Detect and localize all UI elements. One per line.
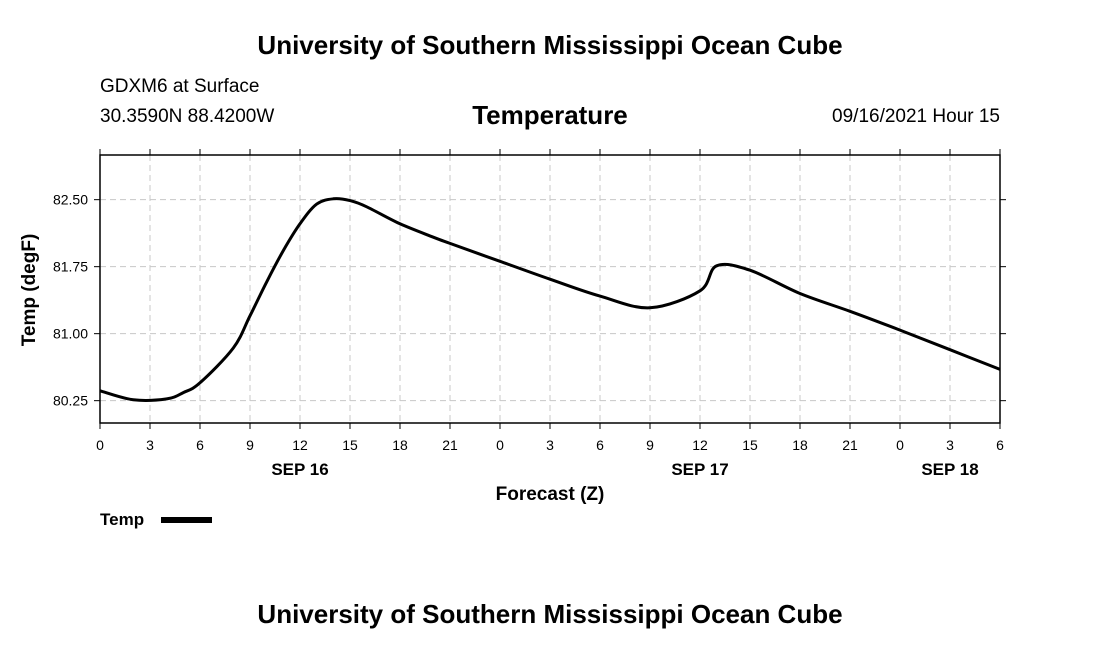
x-date-label: SEP 17 bbox=[671, 460, 728, 479]
x-tick-label: 6 bbox=[996, 437, 1004, 453]
series-line-temp bbox=[99, 197, 1001, 402]
chart-title: Temperature bbox=[472, 100, 628, 130]
x-tick-label: 21 bbox=[842, 437, 858, 453]
page-title: University of Southern Mississippi Ocean… bbox=[257, 30, 843, 60]
station-label: GDXM6 at Surface bbox=[100, 76, 260, 97]
x-tick-label: 15 bbox=[342, 437, 358, 453]
x-axis-label: Forecast (Z) bbox=[496, 484, 605, 505]
x-tick-label: 3 bbox=[946, 437, 954, 453]
legend-label: Temp bbox=[100, 510, 144, 529]
y-tick-label: 81.75 bbox=[53, 259, 88, 275]
x-tick-label: 6 bbox=[196, 437, 204, 453]
y-tick-label: 82.50 bbox=[53, 192, 88, 208]
x-tick-label: 18 bbox=[392, 437, 408, 453]
y-axis: 80.25 81.00 81.75 82.50 bbox=[53, 192, 1006, 409]
coordinates-label: 30.3590N 88.4200W bbox=[100, 106, 275, 127]
y-tick-label: 81.00 bbox=[53, 326, 88, 342]
x-tick-label: 0 bbox=[496, 437, 504, 453]
forecast-date-label: 09/16/2021 Hour 15 bbox=[832, 106, 1000, 127]
x-date-label: SEP 16 bbox=[271, 460, 328, 479]
x-tick-label: 3 bbox=[146, 437, 154, 453]
x-axis: 0 3 6 9 12 15 18 21 0 3 6 9 12 15 18 21 0 3 6 SEP 16 SEP 17 S… bbox=[96, 149, 1004, 479]
x-tick-label: 0 bbox=[96, 437, 104, 453]
x-tick-label: 15 bbox=[742, 437, 758, 453]
x-tick-label: 12 bbox=[292, 437, 308, 453]
x-tick-label: 21 bbox=[442, 437, 458, 453]
x-date-label: SEP 18 bbox=[921, 460, 978, 479]
x-tick-label: 0 bbox=[896, 437, 904, 453]
x-tick-label: 9 bbox=[646, 437, 654, 453]
y-axis-label: Temp (degF) bbox=[19, 234, 40, 347]
y-tick-label: 80.25 bbox=[53, 393, 88, 409]
x-tick-label: 6 bbox=[596, 437, 604, 453]
x-tick-label: 18 bbox=[792, 437, 808, 453]
series-group bbox=[99, 197, 1001, 402]
x-tick-label: 3 bbox=[546, 437, 554, 453]
legend: Temp bbox=[100, 510, 212, 529]
x-tick-label: 12 bbox=[692, 437, 708, 453]
grid-lines bbox=[100, 155, 1000, 423]
x-tick-label: 9 bbox=[246, 437, 254, 453]
footer-title: University of Southern Mississippi Ocean… bbox=[257, 599, 843, 629]
